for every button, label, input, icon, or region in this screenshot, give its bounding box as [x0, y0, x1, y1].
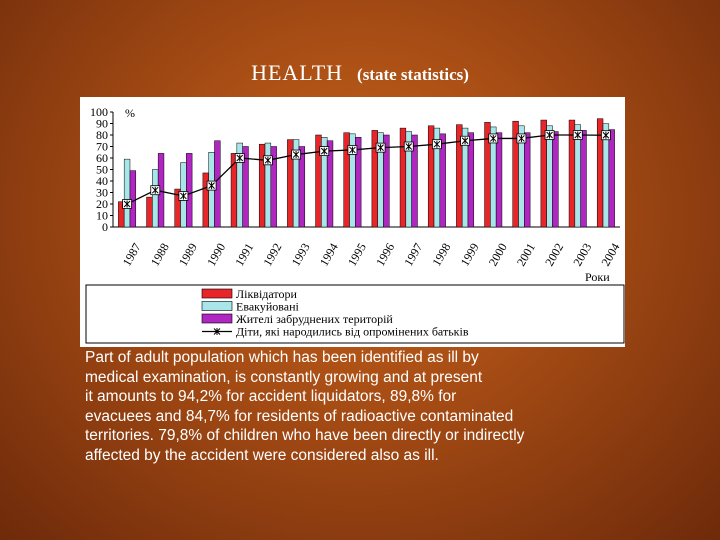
y-tick-label: 60	[96, 151, 108, 165]
y-tick-label: 20	[96, 197, 108, 211]
bar-2-2002	[546, 125, 553, 228]
x-tick-label: 2001	[514, 241, 538, 269]
bar-3-1987	[129, 170, 137, 228]
legend-box	[85, 284, 625, 344]
bar-3-1994	[326, 140, 334, 228]
y-tick-label: 0	[102, 220, 108, 234]
x-tick-label: 1990	[204, 241, 228, 269]
bar-3-2003	[580, 130, 587, 228]
line-marker-1991	[236, 154, 244, 162]
x-tick-label: 1997	[401, 241, 425, 269]
line-marker-1999	[461, 137, 469, 145]
x-tick-label: 2002	[542, 241, 566, 269]
x-tick-label: 1995	[345, 241, 369, 269]
line-marker-1987	[123, 200, 131, 208]
bar-1-1988	[146, 196, 153, 228]
x-tick-label: 1988	[148, 241, 172, 269]
y-tick-label: 70	[96, 140, 108, 154]
x-tick-label: 2000	[486, 241, 510, 269]
y-tick-label: 80	[96, 128, 108, 142]
bar-3-1992	[270, 146, 277, 228]
line-marker-2003	[574, 131, 582, 139]
line-marker-1990	[208, 182, 215, 190]
bar-3-1999	[467, 132, 475, 228]
caption-text: Part of adult population which has been …	[85, 349, 525, 464]
bar-3-1998	[439, 133, 446, 228]
x-tick-label: 2003	[570, 241, 594, 269]
line-marker-1989	[180, 192, 187, 200]
bar-2-1987	[123, 158, 131, 228]
x-axis-label: Роки	[585, 270, 610, 284]
line-marker-1993	[292, 151, 300, 159]
legend-marker-4	[213, 328, 221, 335]
title-main: HEALTH	[251, 60, 344, 85]
line-marker-1988	[151, 186, 159, 194]
line-marker-2002	[546, 131, 553, 139]
bar-2-2003	[574, 124, 581, 228]
bar-3-1991	[242, 146, 249, 228]
bar-3-1993	[298, 146, 306, 228]
bar-3-1995	[355, 137, 362, 228]
line-marker-1998	[433, 140, 441, 148]
line-series-children	[126, 134, 606, 205]
x-tick-label: 1999	[458, 241, 482, 269]
x-tick-label: 1998	[429, 241, 453, 269]
legend-swatch-3	[201, 313, 233, 324]
bar-3-2002	[552, 131, 559, 228]
slide-title: HEALTH (state statistics)	[0, 60, 720, 86]
y-tick-label: 100	[90, 105, 108, 119]
x-tick-label: 1994	[317, 241, 341, 269]
bar-2-1988	[152, 169, 159, 228]
y-axis-label: %	[125, 106, 135, 120]
y-tick-label: 10	[96, 209, 108, 223]
line-marker-1996	[377, 144, 384, 152]
legend-label-3: Жителі забруднених територій	[236, 312, 393, 326]
bar-3-2001	[524, 132, 531, 228]
line-marker-1995	[349, 146, 356, 154]
y-tick-label: 40	[96, 174, 108, 188]
line-marker-2004	[602, 131, 610, 139]
bar-3-2000	[495, 132, 503, 228]
legend-swatch-1	[201, 288, 233, 299]
x-tick-label: 1993	[289, 241, 313, 269]
chart-panel: 0 10 20 30 40 50 60 70 80 90 100% 1987 1988 1989 1990 1…	[80, 97, 625, 347]
bar-3-1989	[186, 153, 193, 228]
line-marker-1994	[320, 147, 328, 155]
x-tick-label: 1987	[120, 241, 144, 269]
x-tick-label: 1992	[260, 241, 284, 269]
title-subtitle: (state statistics)	[357, 65, 469, 84]
legend-label-4: Діти, які народились від опромінених бат…	[236, 325, 469, 339]
legend-label-2: Евакуйовані	[236, 300, 300, 314]
legend-label-1: Ліквідатори	[236, 287, 298, 301]
x-tick-label: 1996	[373, 241, 397, 269]
y-tick-label: 30	[96, 186, 108, 200]
bar-3-1996	[383, 134, 390, 228]
line-marker-1997	[405, 143, 413, 150]
bar-3-1997	[411, 134, 418, 228]
x-tick-label: 1989	[176, 241, 200, 269]
legend-swatch-2	[201, 301, 233, 311]
line-marker-2000	[489, 134, 497, 142]
x-tick-label: 2004	[598, 241, 622, 269]
y-tick-label: 50	[96, 163, 108, 177]
y-tick-label: 90	[96, 117, 108, 131]
line-marker-1992	[264, 156, 272, 164]
line-marker-2001	[518, 134, 525, 142]
bar-3-2004	[608, 129, 615, 228]
x-tick-label: 1991	[232, 241, 256, 269]
